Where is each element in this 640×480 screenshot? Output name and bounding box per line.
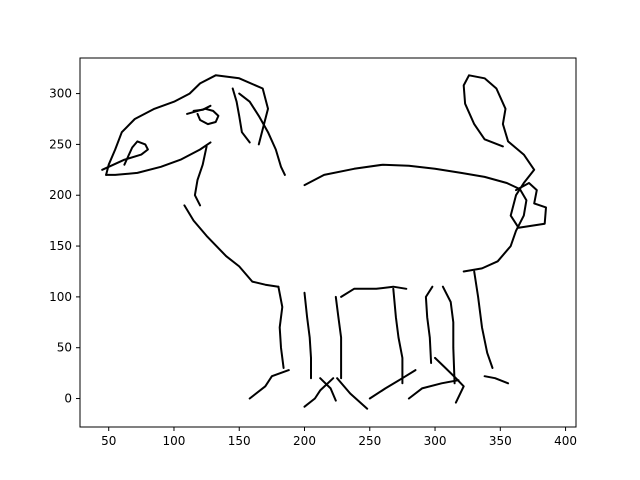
stroke-hindleg-4 — [473, 270, 494, 369]
y-tick-label: 200 — [49, 188, 72, 202]
x-tick-label: 300 — [424, 434, 447, 448]
stroke-mouth — [105, 141, 212, 176]
x-tick-label: 200 — [293, 434, 316, 448]
stroke-hoof-8 — [483, 375, 510, 385]
stroke-nose — [101, 140, 149, 171]
x-tick-label: 150 — [228, 434, 251, 448]
x-tick-label: 50 — [101, 434, 116, 448]
y-tick-label: 250 — [49, 137, 72, 151]
stroke-chest — [277, 285, 285, 369]
y-tick-label: 300 — [49, 87, 72, 101]
stroke-foreleg-1 — [303, 291, 312, 380]
stroke-head-top — [105, 74, 269, 176]
stroke-neck-front — [183, 204, 280, 288]
stroke-hindleg-3 — [441, 285, 456, 385]
y-tick-label: 50 — [57, 341, 72, 355]
y-tick-label: 0 — [64, 392, 72, 406]
stroke-ear-back — [238, 92, 286, 176]
stroke-hoof-5 — [368, 369, 417, 400]
stroke-hoof-6 — [407, 379, 460, 400]
stroke-belly — [340, 285, 408, 298]
stroke-back — [303, 163, 528, 273]
stroke-hindleg-2 — [424, 285, 434, 364]
stroke-tail — [462, 74, 547, 229]
drawing-strokes — [101, 74, 547, 410]
stroke-foreleg-2 — [334, 295, 343, 380]
x-tick-label: 400 — [554, 434, 577, 448]
x-axis: 50 100 150 200 250 300 350 400 — [101, 427, 577, 448]
stroke-hindleg-1 — [392, 287, 404, 385]
stroke-hoof-1 — [248, 369, 290, 400]
stroke-hoof-4 — [336, 377, 369, 410]
stroke-hoof-7 — [434, 356, 465, 404]
stroke-hoof-3 — [319, 377, 337, 402]
plot-frame — [79, 57, 577, 428]
y-tick-label: 150 — [49, 239, 72, 253]
y-axis: 0 50 100 150 200 250 300 — [49, 87, 80, 406]
y-tick-label: 100 — [49, 290, 72, 304]
stroke-jaw-line — [193, 145, 208, 207]
x-tick-label: 100 — [163, 434, 186, 448]
stroke-cheek — [231, 87, 251, 144]
stroke-brow — [192, 104, 212, 112]
x-tick-label: 250 — [358, 434, 381, 448]
x-tick-label: 350 — [489, 434, 512, 448]
